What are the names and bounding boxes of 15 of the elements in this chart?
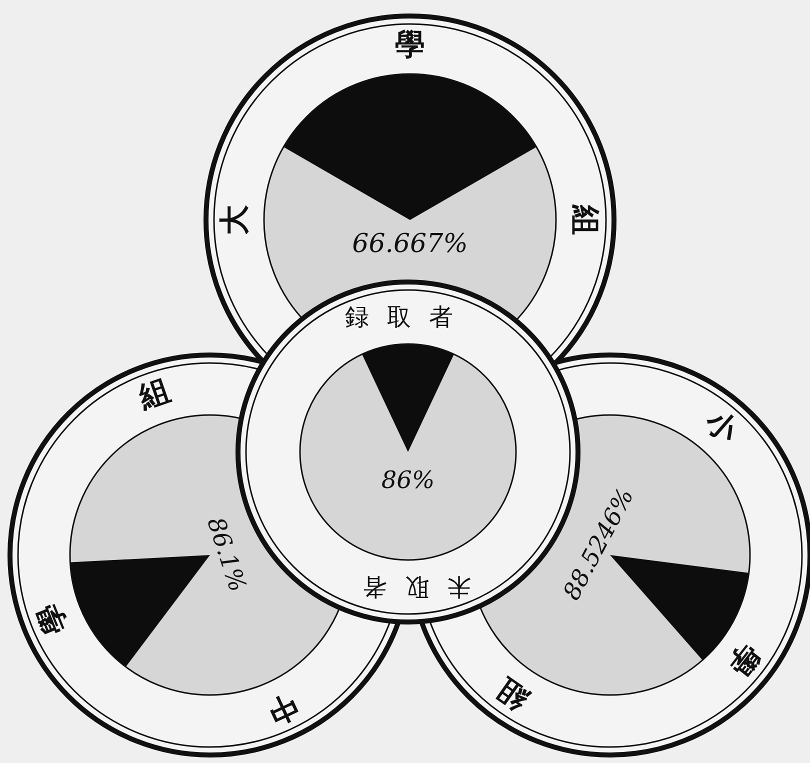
text: 組: [490, 671, 536, 718]
pie-slice: [300, 354, 516, 560]
text: 未取者: [345, 573, 471, 601]
text: 中: [260, 686, 303, 732]
text: 學: [30, 598, 74, 640]
text: 學: [720, 637, 767, 682]
data-label: 86%: [381, 466, 435, 494]
data-label: 86.1%: [202, 514, 252, 596]
text: 録取者: [345, 303, 471, 331]
text: 大: [218, 204, 252, 235]
text: 組: [134, 372, 175, 416]
text: 學: [395, 28, 425, 62]
text: 組: [568, 204, 602, 235]
text: 小: [698, 402, 746, 450]
data-label: 66.667%: [352, 228, 468, 259]
